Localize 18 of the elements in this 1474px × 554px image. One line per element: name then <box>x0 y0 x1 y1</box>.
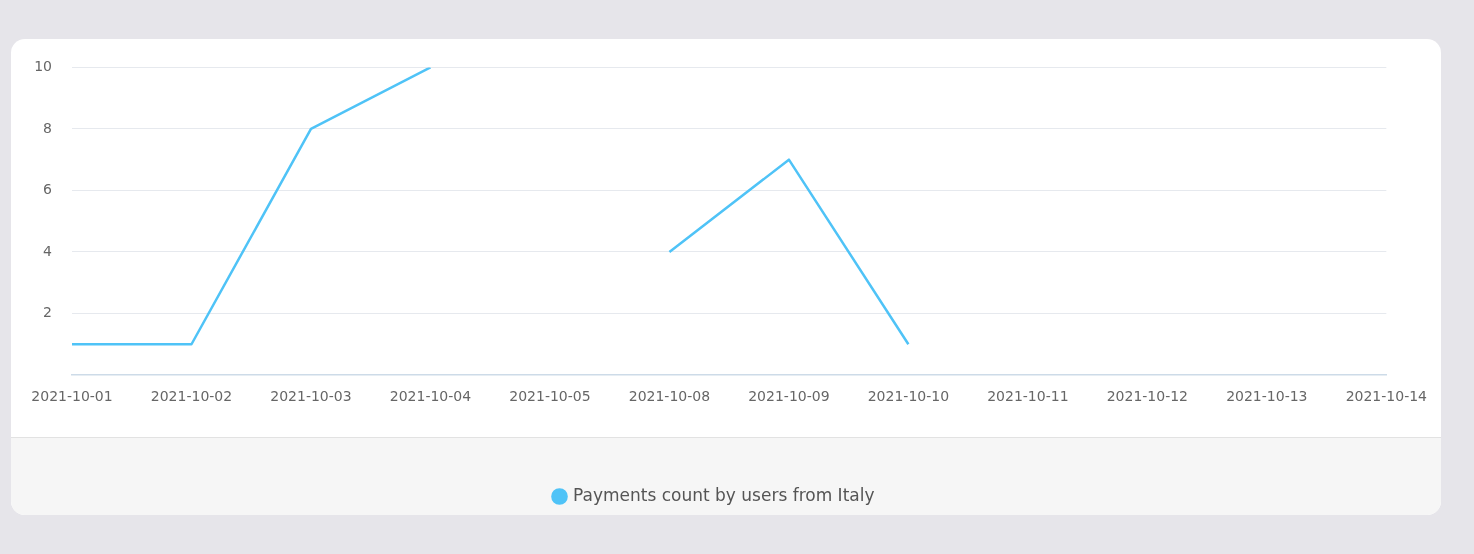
x-tick-label: 2021-10-03 <box>270 388 352 405</box>
x-tick-label: 2021-10-04 <box>389 388 472 405</box>
y-tick-label: 2 <box>43 304 52 321</box>
x-tick-label: 2021-10-10 <box>867 388 950 405</box>
x-tick-label: 2021-10-12 <box>1106 388 1189 405</box>
x-tick-label: 2021-10-11 <box>987 388 1069 405</box>
y-tick-label: 10 <box>34 58 52 75</box>
y-tick-label: 6 <box>43 181 53 198</box>
y-tick-label: 4 <box>43 242 53 259</box>
x-tick-label: 2021-10-14 <box>1345 388 1428 405</box>
x-tick-label: 2021-10-09 <box>748 388 830 405</box>
x-tick-label: 2021-10-13 <box>1226 388 1308 405</box>
legend-label: Payments count by users from Italy <box>573 484 875 505</box>
x-tick-label: 2021-10-02 <box>150 388 233 405</box>
x-tick-label: 2021-10-01 <box>31 388 113 405</box>
x-tick-label: 2021-10-05 <box>509 388 591 405</box>
x-tick-label: 2021-10-08 <box>628 388 711 405</box>
y-tick-label: 8 <box>43 119 52 136</box>
